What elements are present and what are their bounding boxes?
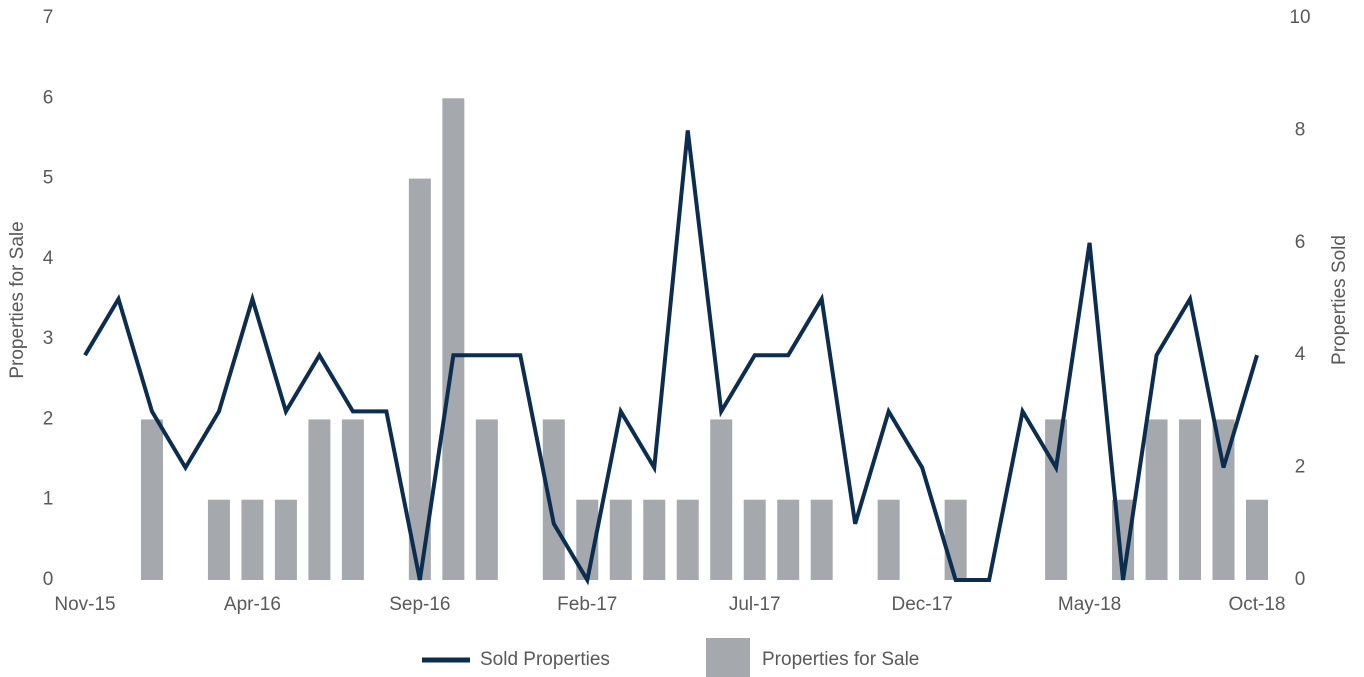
bar — [609, 499, 632, 580]
y-tick-label: 4 — [43, 248, 54, 269]
x-tick-label: Apr-16 — [224, 594, 281, 615]
x-tick-label: Feb-17 — [557, 594, 617, 615]
bar — [643, 499, 666, 580]
y2-tick-label: 4 — [1295, 344, 1306, 365]
bar — [743, 499, 766, 580]
bar — [710, 419, 733, 580]
bar — [475, 419, 498, 580]
y2-tick-label: 10 — [1289, 7, 1310, 28]
bar — [274, 499, 297, 580]
y2-tick-label: 0 — [1295, 569, 1306, 590]
bar — [944, 499, 967, 580]
bar — [308, 419, 331, 580]
bar — [442, 98, 465, 581]
bar — [877, 499, 900, 580]
bar — [140, 419, 163, 580]
bar — [676, 499, 699, 580]
bar — [341, 419, 364, 580]
y2-tick-label: 6 — [1295, 232, 1306, 253]
y-tick-label: 1 — [43, 489, 54, 510]
y2-axis-label: Properties Sold — [1329, 235, 1350, 365]
y-tick-label: 3 — [43, 328, 54, 349]
y2-tick-label: 8 — [1295, 119, 1306, 140]
y-tick-label: 0 — [43, 569, 54, 590]
x-tick-label: Sep-16 — [389, 594, 450, 615]
line — [83, 130, 1259, 586]
bar — [1045, 419, 1068, 580]
y-tick-label: 7 — [43, 7, 54, 28]
bar — [408, 178, 431, 581]
x-tick-label: Dec-17 — [892, 594, 953, 615]
y2-tick-label: 2 — [1295, 457, 1306, 478]
bar — [1212, 419, 1235, 580]
legend-swatch — [706, 638, 750, 677]
y-tick-label: 6 — [43, 87, 54, 108]
bar — [542, 419, 565, 580]
x-tick-label: Jul-17 — [729, 594, 781, 615]
y-tick-label: 5 — [43, 168, 54, 189]
legend-label: Sold Properties — [480, 649, 610, 670]
bar — [207, 499, 230, 580]
x-tick-label: May-18 — [1058, 594, 1121, 615]
bar — [810, 499, 833, 580]
bar — [241, 499, 264, 580]
legend-label: Properties for Sale — [762, 649, 919, 670]
y-axis-label: Properties for Sale — [7, 221, 28, 378]
bar — [1179, 419, 1202, 580]
bar — [1246, 499, 1268, 580]
bar — [777, 499, 800, 580]
bar — [1145, 419, 1168, 580]
x-tick-label: Oct-18 — [1228, 594, 1285, 615]
y-tick-label: 2 — [43, 408, 54, 429]
x-tick-label: Nov-15 — [54, 594, 115, 615]
